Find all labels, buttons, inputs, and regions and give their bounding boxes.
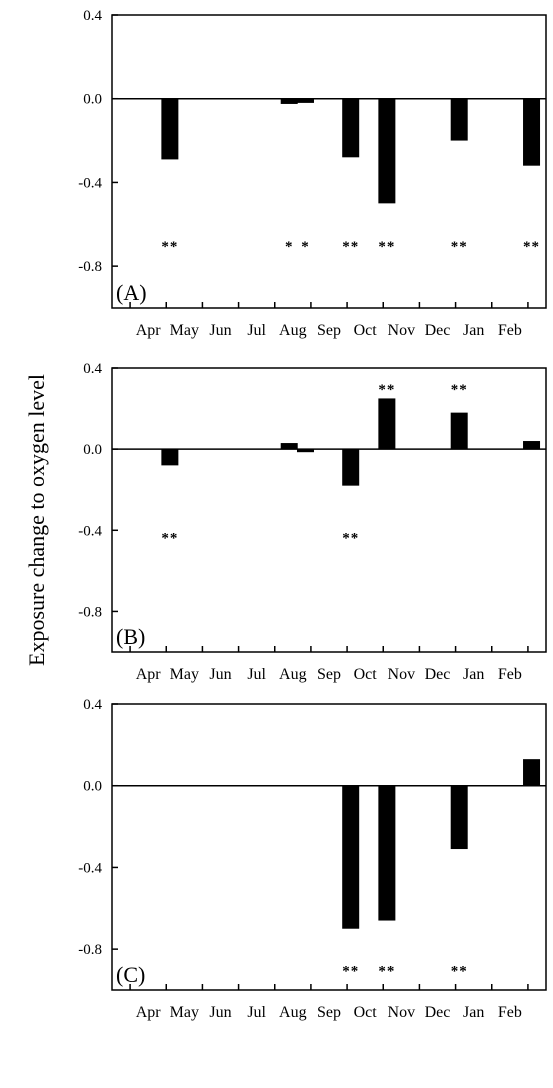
x-tick-label: Sep xyxy=(317,1004,341,1021)
significance-marker: ** xyxy=(378,382,395,398)
significance-marker: ** xyxy=(342,530,359,546)
x-tick-label: May xyxy=(170,666,199,683)
bar xyxy=(280,98,298,104)
x-tick-label: Dec xyxy=(425,1004,451,1021)
significance-marker: ** xyxy=(342,963,359,979)
bar xyxy=(523,98,541,166)
bar xyxy=(450,98,468,141)
y-tick-label: -0.4 xyxy=(78,175,102,191)
significance-marker: * xyxy=(285,239,294,255)
panel-label: (B) xyxy=(116,624,145,649)
x-tick-label: Oct xyxy=(354,322,378,339)
bar xyxy=(342,785,360,929)
significance-marker: ** xyxy=(161,530,178,546)
x-tick-label: Oct xyxy=(354,1004,378,1021)
bar xyxy=(342,98,360,158)
panel-label: (A) xyxy=(116,280,147,305)
x-tick-label: Dec xyxy=(425,322,451,339)
bar xyxy=(161,449,179,466)
bar xyxy=(450,412,468,450)
x-tick-label: May xyxy=(170,1004,199,1021)
panels: 0.4 0.0 -0.4 -0.8 Apr May Jun Jul Aug Sep Oct Nov De… xyxy=(78,8,547,1021)
bar xyxy=(342,449,360,486)
x-tick-label: Apr xyxy=(136,1004,162,1021)
bar xyxy=(450,785,468,850)
y-tick-label: 0.4 xyxy=(83,8,102,24)
x-tick-label: Jun xyxy=(209,1004,231,1021)
x-tick-label: Dec xyxy=(425,666,451,683)
x-tick-label: Jan xyxy=(463,322,484,339)
panel-1: 0.4 0.0 -0.4 -0.8 Apr May Jun Jul Aug Sep Oct Nov De… xyxy=(78,361,547,683)
y-tick-label: -0.4 xyxy=(78,523,102,539)
significance-marker: ** xyxy=(451,239,468,255)
bar xyxy=(378,98,396,204)
bar xyxy=(296,449,314,453)
x-tick-label: Jun xyxy=(209,322,231,339)
x-tick-label: Nov xyxy=(388,666,416,683)
x-tick-label: May xyxy=(170,322,199,339)
x-tick-label: Oct xyxy=(354,666,378,683)
plot-frame xyxy=(111,14,547,309)
bar xyxy=(280,443,298,450)
x-tick-label: Jul xyxy=(247,666,266,683)
x-tick-label: Feb xyxy=(498,1004,522,1021)
significance-marker: ** xyxy=(378,239,395,255)
x-tick-label: Apr xyxy=(136,666,162,683)
y-tick-label: 0.0 xyxy=(83,779,102,795)
x-tick-label: Aug xyxy=(279,666,307,683)
x-tick-label: Jul xyxy=(247,1004,266,1021)
x-tick-label: Sep xyxy=(317,322,341,339)
y-tick-label: -0.8 xyxy=(78,604,102,620)
bar xyxy=(523,759,541,786)
bar xyxy=(378,398,396,450)
y-tick-label: 0.4 xyxy=(83,361,102,377)
panel-2: 0.4 0.0 -0.4 -0.8 Apr May Jun Jul Aug Sep Oct Nov De… xyxy=(78,697,547,1021)
x-tick-label: Aug xyxy=(279,1004,307,1021)
bar xyxy=(378,785,396,921)
plot-frame xyxy=(111,703,547,991)
bar xyxy=(523,441,541,450)
x-tick-label: Nov xyxy=(388,322,416,339)
y-tick-label: -0.4 xyxy=(78,860,102,876)
panel-label: (C) xyxy=(116,962,145,987)
x-tick-label: Jan xyxy=(463,1004,484,1021)
x-tick-label: Jan xyxy=(463,666,484,683)
x-tick-label: Aug xyxy=(279,322,307,339)
x-tick-label: Apr xyxy=(136,322,162,339)
y-tick-label: 0.4 xyxy=(83,697,102,713)
significance-marker: ** xyxy=(523,239,540,255)
significance-marker: ** xyxy=(451,382,468,398)
y-axis-label: Exposure change to oxygen level xyxy=(24,374,49,666)
x-tick-label: Jul xyxy=(247,322,266,339)
significance-marker: ** xyxy=(451,963,468,979)
y-tick-label: 0.0 xyxy=(83,92,102,108)
plot-frame xyxy=(111,367,547,653)
significance-marker: * xyxy=(301,239,310,255)
x-tick-label: Feb xyxy=(498,666,522,683)
y-tick-label: -0.8 xyxy=(78,942,102,958)
significance-marker: ** xyxy=(342,239,359,255)
x-tick-label: Nov xyxy=(388,1004,416,1021)
significance-marker: ** xyxy=(161,239,178,255)
bar xyxy=(161,98,179,160)
x-tick-label: Sep xyxy=(317,666,341,683)
panel-0: 0.4 0.0 -0.4 -0.8 Apr May Jun Jul Aug Sep Oct Nov De… xyxy=(78,8,547,339)
significance-marker: ** xyxy=(378,963,395,979)
x-tick-label: Feb xyxy=(498,322,522,339)
y-tick-label: 0.0 xyxy=(83,442,102,458)
x-tick-label: Jun xyxy=(209,666,231,683)
bar xyxy=(296,98,314,103)
y-tick-label: -0.8 xyxy=(78,259,102,275)
